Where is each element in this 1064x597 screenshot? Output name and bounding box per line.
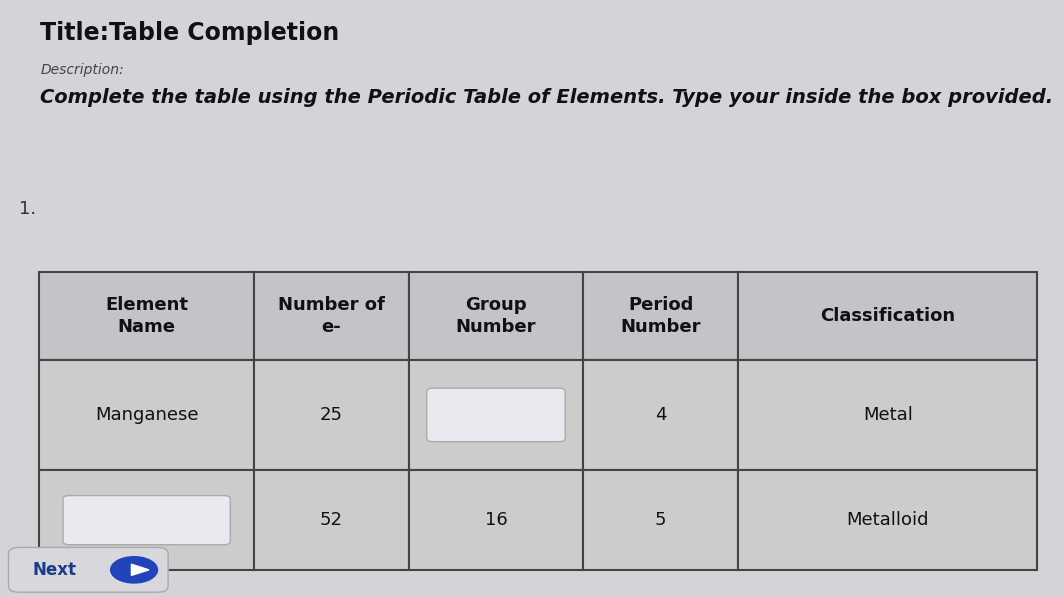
Bar [39,470,254,570]
Text: Period
Number: Period Number [620,296,701,336]
Text: Element
Name: Element Name [105,296,188,336]
Text: Description:: Description: [40,63,124,76]
Text: 16: 16 [484,511,508,529]
FancyBboxPatch shape [9,547,168,592]
Text: Manganese: Manganese [95,406,198,424]
Text: 52: 52 [320,511,343,529]
Bar [39,359,254,470]
Bar [583,470,738,570]
Bar [254,470,409,570]
Text: Title:Table Completion: Title:Table Completion [40,21,339,45]
FancyBboxPatch shape [63,496,230,544]
Text: 1.: 1. [19,200,36,218]
Bar [409,359,583,470]
Text: Metal: Metal [863,406,913,424]
Bar [254,272,409,359]
Bar [738,470,1037,570]
Bar [39,272,254,359]
Bar [738,272,1037,359]
Bar [409,272,583,359]
Bar [254,359,409,470]
Text: Classification: Classification [820,307,955,325]
Text: Next: Next [33,561,77,579]
Bar [738,359,1037,470]
Text: Number of
e-: Number of e- [278,296,385,336]
Text: 4: 4 [655,406,666,424]
Text: 25: 25 [320,406,343,424]
Text: Metalloid: Metalloid [847,511,929,529]
Bar [583,359,738,470]
Text: Group
Number: Group Number [455,296,536,336]
Circle shape [111,556,157,583]
FancyBboxPatch shape [427,388,565,442]
Text: Complete the table using the Periodic Table of Elements. Type your inside the bo: Complete the table using the Periodic Ta… [40,88,1053,107]
Bar [583,272,738,359]
Bar [409,470,583,570]
Text: 5: 5 [655,511,666,529]
Polygon shape [131,564,149,576]
